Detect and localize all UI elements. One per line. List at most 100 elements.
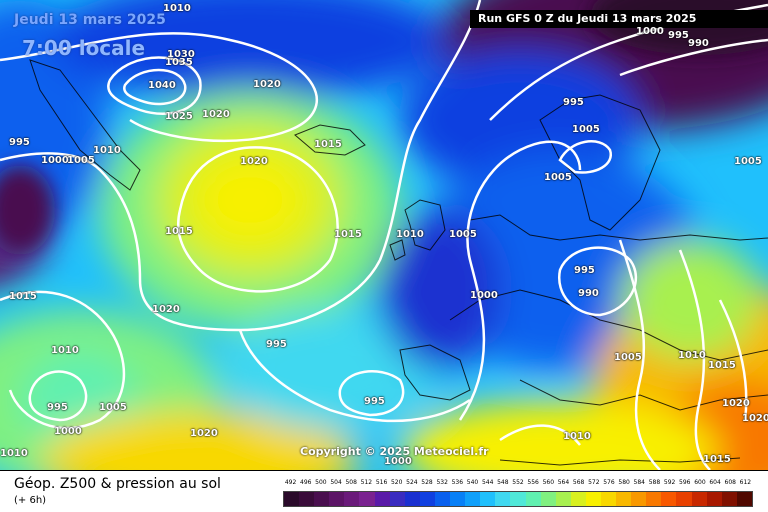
color-scale-value: 548 (497, 479, 509, 486)
isobar-label: 995 (668, 30, 689, 41)
isobar-label: 1005 (614, 352, 642, 363)
isobar-label: 1015 (314, 139, 342, 150)
copyright-text: Copyright © 2025 Meteociel.fr (300, 445, 489, 458)
isobar-label: 1025 (165, 111, 193, 122)
color-scale-swatch (570, 492, 586, 506)
color-scale-value: 580 (618, 479, 630, 486)
isobar-label: 1020 (152, 304, 180, 315)
isobar-label: 995 (563, 97, 584, 108)
isobar-label: 1010 (93, 145, 121, 156)
color-scale-swatch (555, 492, 571, 506)
isobar-label: 1035 (165, 57, 193, 68)
isobar-label: 995 (47, 402, 68, 413)
color-scale-swatch (329, 492, 345, 506)
color-scale-swatch (736, 492, 752, 506)
legend-subtitle: (+ 6h) (14, 495, 47, 506)
color-scale-value: 568 (572, 479, 585, 486)
color-scale-value: 524 (406, 479, 418, 486)
color-scale-value: 612 (739, 479, 752, 486)
color-scale-swatch (600, 492, 617, 506)
color-scale-swatch (419, 492, 435, 506)
color-scale-value: 512 (360, 479, 373, 486)
color-scale-swatch (495, 492, 511, 506)
color-scale-value: 500 (315, 479, 327, 486)
isobar-label: 1020 (722, 398, 750, 409)
color-scale-value: 600 (694, 479, 706, 486)
isobar-label: 1015 (165, 226, 193, 237)
color-scale-swatch (450, 492, 466, 506)
color-scale-swatch (646, 492, 662, 506)
forecast-date: Jeudi 13 mars 2025 (14, 12, 166, 28)
isobar-label: 990 (578, 288, 599, 299)
color-scale-swatch (344, 492, 360, 506)
color-scale-value: 504 (330, 479, 342, 486)
weather-map: Jeudi 13 mars 2025 7:00 locale Run GFS 0… (0, 0, 768, 470)
color-scale-value: 596 (679, 479, 691, 486)
color-scale-swatch (389, 492, 405, 506)
color-scale-value: 564 (557, 479, 570, 486)
isobar-label: 1040 (148, 80, 176, 91)
geopotential-field (0, 0, 768, 470)
color-scale-swatch (585, 492, 601, 506)
isobar-label: 1010 (396, 229, 424, 240)
color-scale-value: 572 (588, 479, 600, 486)
color-scale-swatch (691, 492, 707, 506)
isobar-label: 1000 (470, 290, 498, 301)
isobar-label: 1010 (563, 431, 591, 442)
isobar-label: 1010 (678, 350, 706, 361)
color-scale-value: 528 (421, 479, 433, 486)
legend-title: Géop. Z500 & pression au sol (14, 476, 221, 492)
color-scale-value: 532 (436, 479, 448, 486)
color-scale-value: 492 (284, 479, 297, 486)
isobar-label: 1030 (167, 49, 195, 60)
color-scale-value: 560 (542, 479, 555, 486)
color-scale-value: 584 (633, 479, 645, 486)
isobar-label: 1020 (742, 413, 768, 424)
color-scale-swatch (721, 492, 737, 506)
color-scale-swatch (706, 492, 722, 506)
color-scale-bar (283, 491, 753, 507)
isobar-label: 1020 (240, 156, 268, 167)
color-scale-swatch (299, 492, 315, 506)
legend-footer: Géop. Z500 & pression au sol (+ 6h) 492 4… (0, 470, 768, 512)
isobar-label: 1005 (572, 124, 600, 135)
isobar-label: 1020 (202, 109, 230, 120)
color-scale-swatch (631, 492, 647, 506)
color-scale-value: 516 (375, 479, 388, 486)
isobar-label: 1000 (41, 155, 69, 166)
isobar-label: 995 (574, 265, 595, 276)
isobar-label: 1015 (703, 454, 731, 465)
isobar-label: 1015 (708, 360, 736, 371)
isobar-label: 1000 (54, 426, 82, 437)
isobar-label: 995 (9, 137, 30, 148)
isobar-label: 1000 (636, 26, 664, 37)
color-scale-value: 508 (345, 479, 357, 486)
color-scale-swatch (359, 492, 375, 506)
isobar-label: 1020 (253, 79, 281, 90)
color-scale-value: 592 (663, 479, 676, 486)
isobar-label: 1005 (449, 229, 477, 240)
color-scale-swatch (480, 492, 496, 506)
color-scale-swatch (314, 492, 330, 506)
color-scale-value: 496 (300, 479, 312, 486)
color-scale-swatch (616, 492, 632, 506)
color-scale-swatch (465, 492, 481, 506)
forecast-time: 7:00 locale (22, 36, 146, 60)
color-scale-value: 520 (390, 479, 403, 486)
color-scale-labels: 492 496 500 504 508 512 516 520 524 528 532 536 540 5… (283, 479, 753, 489)
color-scale-swatch (510, 492, 526, 506)
color-scale-value: 556 (527, 479, 539, 486)
color-scale-swatch (676, 492, 692, 506)
isobar-label: 1005 (67, 155, 95, 166)
isobar-label: 1010 (0, 448, 28, 459)
isobar-label: 1015 (334, 229, 362, 240)
color-scale-swatch (284, 492, 300, 506)
color-scale-swatch (525, 492, 541, 506)
color-scale-value: 552 (512, 479, 524, 486)
color-scale-value: 604 (709, 479, 721, 486)
color-scale-swatch (374, 492, 390, 506)
color-scale-swatch (404, 492, 420, 506)
isobar-label: 1015 (9, 291, 37, 302)
color-scale-value: 588 (648, 479, 661, 486)
isobar-label: 1010 (163, 3, 191, 14)
